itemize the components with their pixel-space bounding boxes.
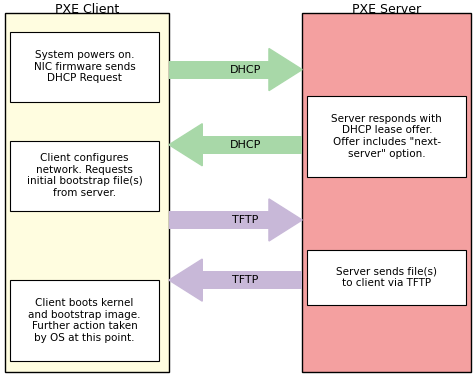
- Text: TFTP: TFTP: [232, 275, 258, 285]
- Polygon shape: [169, 124, 202, 166]
- Polygon shape: [169, 259, 202, 301]
- Text: DHCP: DHCP: [229, 140, 261, 150]
- Text: DHCP: DHCP: [229, 65, 261, 74]
- Polygon shape: [269, 199, 302, 241]
- Text: Client configures
network. Requests
initial bootstrap file(s)
from server.: Client configures network. Requests init…: [27, 153, 142, 198]
- Text: PXE Server: PXE Server: [352, 3, 421, 16]
- Bar: [5, 13, 169, 372]
- Bar: [202, 136, 302, 154]
- Bar: [169, 61, 269, 79]
- Bar: [307, 96, 466, 177]
- Text: PXE Client: PXE Client: [55, 3, 119, 16]
- Bar: [307, 250, 466, 305]
- Bar: [302, 13, 471, 372]
- Text: Server responds with
DHCP lease offer.
Offer includes "next-
server" option.: Server responds with DHCP lease offer. O…: [331, 114, 442, 159]
- Text: TFTP: TFTP: [232, 215, 258, 225]
- Bar: [10, 141, 159, 211]
- Polygon shape: [269, 49, 302, 91]
- Text: Server sends file(s)
to client via TFTP: Server sends file(s) to client via TFTP: [336, 266, 437, 288]
- Text: Client boots kernel
and bootstrap image.
Further action taken
by OS at this poin: Client boots kernel and bootstrap image.…: [28, 298, 141, 343]
- Bar: [202, 271, 302, 289]
- Text: System powers on.
NIC firmware sends
DHCP Request: System powers on. NIC firmware sends DHC…: [34, 50, 135, 83]
- Bar: [10, 32, 159, 102]
- Bar: [169, 211, 269, 229]
- Bar: [10, 280, 159, 361]
